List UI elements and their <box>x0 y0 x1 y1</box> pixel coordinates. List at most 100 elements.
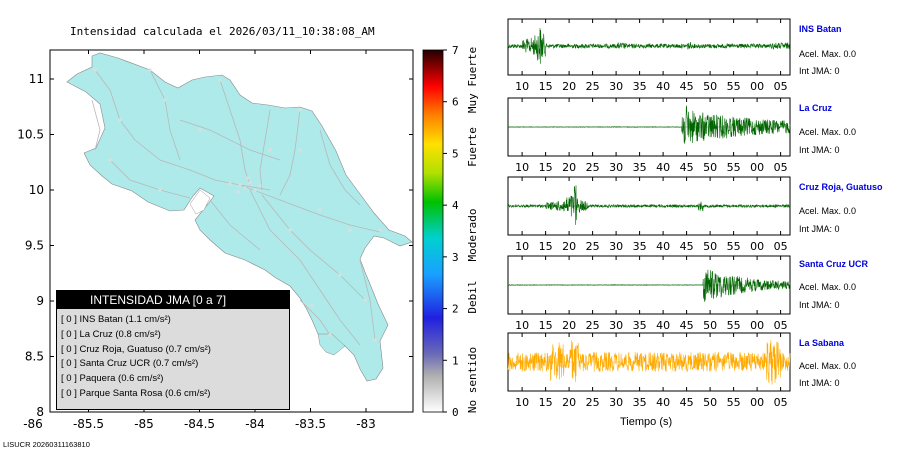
trace-tick-label: 00 <box>750 80 764 93</box>
x-tick-label: -84 <box>245 417 265 431</box>
road <box>319 129 361 206</box>
trace-tick-label: 30 <box>609 80 623 93</box>
trace-tick-label: 50 <box>703 80 717 93</box>
trace-waveform <box>507 269 791 302</box>
town-markers <box>93 68 382 342</box>
station-int: Int JMA: 0 <box>799 66 840 76</box>
station-name: La Cruz <box>799 103 833 113</box>
trace-tick-label: 00 <box>750 161 764 174</box>
trace-waveform <box>507 339 791 385</box>
trace-tick-label: 45 <box>680 240 694 253</box>
road <box>261 194 366 301</box>
trace-tick-label: 20 <box>562 240 576 253</box>
legend-item: [ 0 ] Paquera (0.6 cm/s²) <box>61 373 164 385</box>
trace-tick-label: 25 <box>586 319 600 332</box>
legend-item: [ 0 ] Santa Cruz UCR (0.7 cm/s²) <box>61 358 199 370</box>
trace-tick-label: 05 <box>774 161 788 174</box>
x-tick-label: -85 <box>134 417 154 431</box>
colorbar-label: Moderado <box>466 209 479 262</box>
station-int: Int JMA: 0 <box>799 300 840 310</box>
town-dot <box>246 176 250 180</box>
town-dot <box>268 148 272 152</box>
map-title: Intensidad calculada el 2026/03/11_10:38… <box>70 25 375 38</box>
trace-tick-label: 10 <box>515 240 529 253</box>
trace-tick-label: 35 <box>633 319 647 332</box>
station-acel: Acel. Max. 0.0 <box>799 361 857 371</box>
trace-tick-label: 10 <box>515 396 529 409</box>
trace-tick-label: 05 <box>774 396 788 409</box>
osa-peninsula <box>317 333 346 356</box>
road <box>179 119 281 161</box>
trace-tick-label: 30 <box>609 319 623 332</box>
trace-tick-label: 15 <box>539 319 553 332</box>
road <box>219 79 251 186</box>
town-dot <box>338 273 342 277</box>
trace-tick-label: 40 <box>656 80 670 93</box>
trace-tick-label: 55 <box>727 161 741 174</box>
trace-tick-label: 35 <box>633 396 647 409</box>
road <box>239 184 381 233</box>
legend-item: [ 0 ] Parque Santa Rosa (0.6 cm/s²) <box>61 387 211 399</box>
station-name: Santa Cruz UCR <box>799 259 869 269</box>
town-dot <box>318 208 322 212</box>
trace-tick-label: 55 <box>727 240 741 253</box>
trace-tick-label: 30 <box>609 240 623 253</box>
trace-tick-label: 10 <box>515 161 529 174</box>
station-acel: Acel. Max. 0.0 <box>799 127 857 137</box>
y-tick-label: 8.5 <box>25 350 44 364</box>
colorbar-tick-label: 5 <box>452 147 459 160</box>
town-dot <box>348 228 352 232</box>
town-dot <box>218 78 222 82</box>
town-dot <box>148 68 152 72</box>
road <box>109 159 191 199</box>
town-dot <box>298 108 302 112</box>
town-dot <box>373 338 377 342</box>
y-tick-label: 9 <box>36 294 44 308</box>
colorbar-label: Fuerte <box>466 127 479 167</box>
road <box>209 199 261 251</box>
station-int: Int JMA: 0 <box>799 224 840 234</box>
road-network <box>91 69 381 346</box>
town-dot <box>378 228 382 232</box>
trace-tick-label: 15 <box>539 80 553 93</box>
road <box>94 69 271 191</box>
x-tick-label: -84.5 <box>184 417 215 431</box>
trace-tick-label: 10 <box>515 80 529 93</box>
trace-tick-label: 20 <box>562 80 576 93</box>
town-dot <box>253 188 257 192</box>
trace-tick-label: 25 <box>586 240 600 253</box>
colorbar-tick-label: 4 <box>452 199 459 212</box>
town-dot <box>298 148 302 152</box>
station-acel: Acel. Max. 0.0 <box>799 282 857 292</box>
trace-tick-label: 25 <box>586 161 600 174</box>
gulf-of-nicoya <box>189 189 211 215</box>
trace-tick-label: 00 <box>750 319 764 332</box>
trace-tick-label: 50 <box>703 319 717 332</box>
trace-tick-label: 55 <box>727 319 741 332</box>
trace-tick-label: 45 <box>680 161 694 174</box>
colorbar-tick-label: 0 <box>452 406 459 419</box>
town-dot <box>228 182 232 186</box>
trace-tick-label: 05 <box>774 319 788 332</box>
trace-tick-label: 40 <box>656 161 670 174</box>
town-dot <box>238 183 242 187</box>
legend-item: [ 0 ] Cruz Roja, Guatuso (0.7 cm/s²) <box>61 343 211 355</box>
colorbar-tick-label: 7 <box>452 44 459 57</box>
town-dot <box>163 98 167 102</box>
town-dot <box>118 118 122 122</box>
road <box>299 299 331 336</box>
trace-tick-label: 40 <box>656 319 670 332</box>
map-axes: -86 -85.5 -85 -84.5 -84 -83.5 -83 11 10.5 10 9.5 9 8… <box>17 50 413 431</box>
road <box>279 109 301 196</box>
trace-tick-label: 05 <box>774 80 788 93</box>
trace-tick-label: 35 <box>633 240 647 253</box>
town-dot <box>243 186 247 190</box>
road <box>149 69 181 161</box>
trace-tick-label: 45 <box>680 80 694 93</box>
legend-item: [ 0 ] INS Batan (1.1 cm/s²) <box>61 314 171 325</box>
road <box>91 99 101 151</box>
legend-box: INTENSIDAD JMA [0 a 7] [ 0 ] INS Batan (… <box>56 290 290 410</box>
town-dot <box>363 298 367 302</box>
y-tick-label: 9.5 <box>25 239 44 253</box>
